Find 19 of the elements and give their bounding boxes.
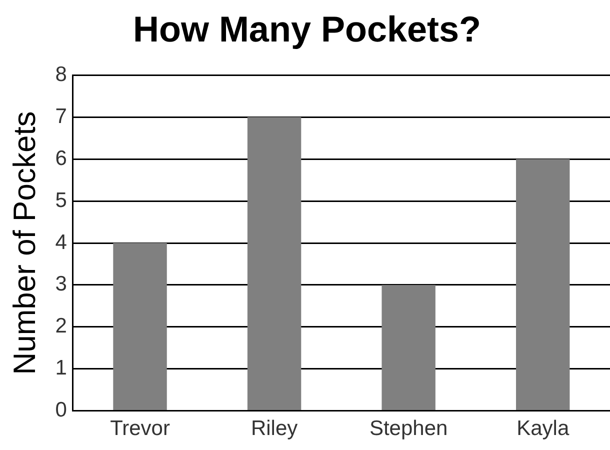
bar: [382, 284, 436, 410]
x-tick-label: Trevor: [110, 417, 170, 440]
y-tick-label: 3: [55, 272, 67, 296]
x-tick-label: Stephen: [369, 417, 448, 440]
bar: [516, 159, 570, 410]
chart-title: How Many Pockets?: [132, 8, 482, 50]
y-tick-label: 5: [55, 188, 67, 212]
y-tick-label: 7: [55, 104, 67, 128]
y-tick-label: 4: [55, 230, 68, 254]
y-tick-label: 2: [55, 314, 67, 338]
x-tick-label: Riley: [250, 417, 298, 440]
y-tick-label: 8: [55, 62, 67, 86]
y-axis-title: Number of Pockets: [7, 111, 42, 375]
bar: [113, 243, 167, 410]
y-tick-label: 0: [55, 398, 67, 422]
y-tick-label: 6: [55, 146, 67, 170]
x-tick-label: Kayla: [516, 417, 570, 440]
bar: [247, 117, 302, 410]
y-tick-label: 1: [55, 356, 67, 380]
